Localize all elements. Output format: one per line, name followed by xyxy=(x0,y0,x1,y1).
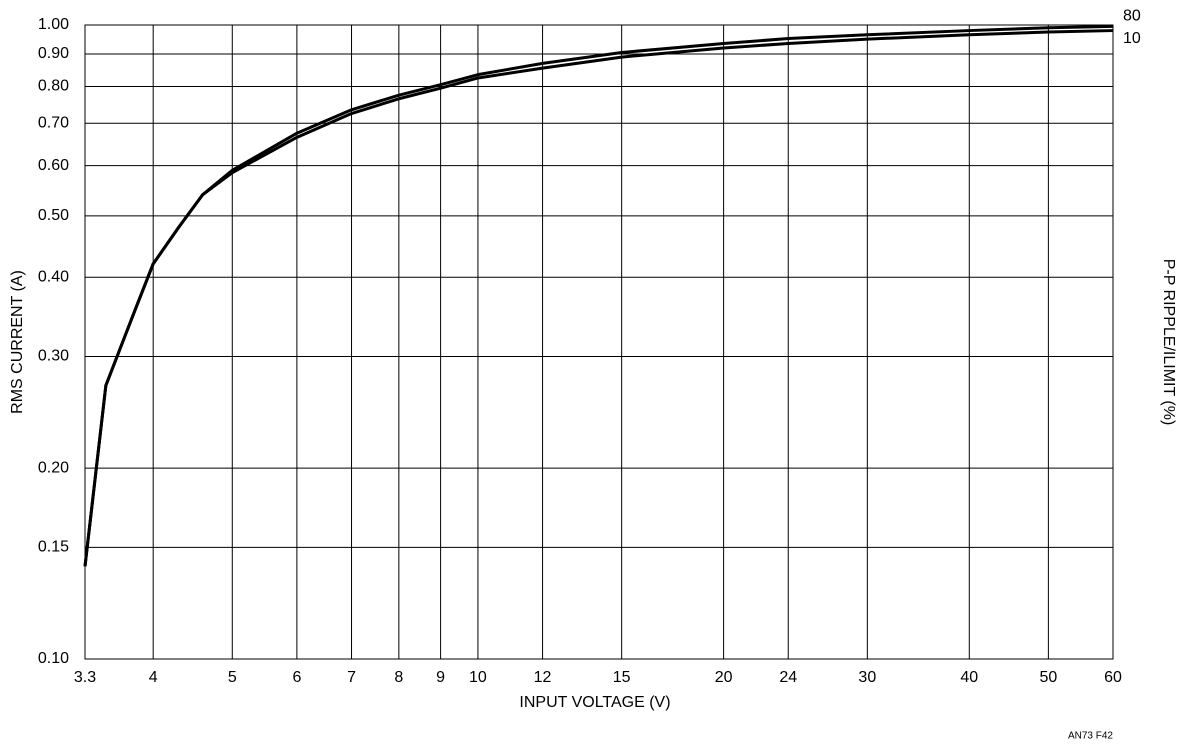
y2-axis-label: P-P RIPPLE/ILIMIT (%) xyxy=(1160,259,1177,426)
y-tick-label: 0.20 xyxy=(38,459,69,476)
y-tick-label: 0.40 xyxy=(38,269,69,286)
x-tick-label: 50 xyxy=(1039,669,1057,686)
y-axis-label: RMS CURRENT (A) xyxy=(9,270,26,414)
x-tick-label: 40 xyxy=(960,669,978,686)
x-tick-label: 60 xyxy=(1104,669,1122,686)
y-tick-label: 0.10 xyxy=(38,650,69,667)
x-tick-label: 10 xyxy=(469,669,487,686)
x-tick-label: 30 xyxy=(858,669,876,686)
x-tick-label: 24 xyxy=(779,669,797,686)
x-tick-label: 3.3 xyxy=(74,669,96,686)
series-label: 10 xyxy=(1123,30,1141,47)
data-line xyxy=(83,24,1114,567)
y-tick-label: 1.00 xyxy=(38,16,69,33)
y-tick-label: 0.70 xyxy=(38,114,69,131)
x-tick-label: 8 xyxy=(394,669,403,686)
y-tick-label: 0.60 xyxy=(38,157,69,174)
x-tick-label: 15 xyxy=(613,669,631,686)
y-tick-label: 0.80 xyxy=(38,78,69,95)
figure-note: AN73 F42 xyxy=(1068,731,1113,742)
x-tick-label: 20 xyxy=(715,669,733,686)
data-line xyxy=(83,29,1114,567)
plot-frame xyxy=(84,24,1114,660)
x-tick-label: 5 xyxy=(228,669,237,686)
y-tick-label: 0.50 xyxy=(38,207,69,224)
x-tick-label: 6 xyxy=(292,669,301,686)
x-axis-label: INPUT VOLTAGE (V) xyxy=(519,694,670,711)
x-tick-label: 9 xyxy=(436,669,445,686)
series-label: 80 xyxy=(1123,8,1141,25)
y-tick-label: 0.90 xyxy=(38,45,69,62)
y-tick-label: 0.15 xyxy=(38,539,69,556)
x-tick-label: 4 xyxy=(149,669,158,686)
x-tick-label: 12 xyxy=(534,669,552,686)
x-tick-label: 7 xyxy=(347,669,356,686)
y-tick-label: 0.30 xyxy=(38,348,69,365)
